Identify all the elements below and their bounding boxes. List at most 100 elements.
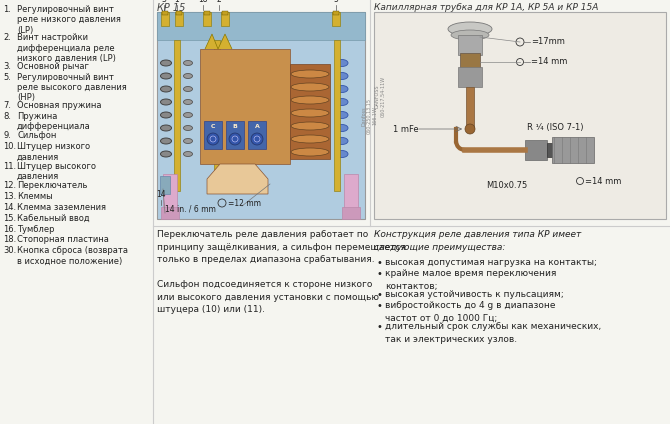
Ellipse shape	[291, 122, 329, 130]
Bar	[374, 12, 666, 219]
Polygon shape	[207, 164, 268, 194]
Text: Стопорная пластина: Стопорная пластина	[17, 235, 109, 244]
Text: вибростойкость до 4 g в диапазоне
частот от 0 до 1000 Гц;: вибростойкость до 4 g в диапазоне частот…	[385, 301, 555, 323]
Circle shape	[251, 133, 263, 145]
Bar	[157, 12, 365, 40]
Text: Пружина
дифференциала: Пружина дифференциала	[17, 112, 90, 131]
Ellipse shape	[291, 96, 329, 104]
Bar	[460, 53, 480, 69]
Ellipse shape	[184, 139, 192, 143]
Text: 2: 2	[216, 0, 221, 4]
Bar	[176, 11, 182, 15]
Text: Штуцер низкого
давления: Штуцер низкого давления	[17, 142, 90, 162]
Text: A: A	[255, 125, 259, 129]
Text: •: •	[377, 290, 383, 300]
Text: 7.: 7.	[3, 101, 11, 110]
Text: 9.: 9.	[3, 131, 11, 140]
Bar	[204, 121, 222, 149]
Text: Винт настройки
дифференциала реле
низкого давления (LP): Винт настройки дифференциала реле низког…	[17, 33, 116, 63]
Bar	[333, 11, 339, 15]
Text: длительный срок службы как механических,
так и электрических узлов.: длительный срок службы как механических,…	[385, 322, 601, 343]
Bar	[161, 12, 169, 26]
Text: 3: 3	[161, 0, 166, 4]
Text: 11.: 11.	[3, 162, 16, 171]
Text: Сильфон: Сильфон	[17, 131, 56, 140]
Text: =12 mm: =12 mm	[228, 198, 261, 207]
Ellipse shape	[336, 112, 348, 118]
Text: Тумблер: Тумблер	[17, 225, 54, 234]
Bar	[342, 207, 360, 219]
Ellipse shape	[291, 70, 329, 78]
Text: 1: 1	[175, 0, 180, 4]
Text: 13.: 13.	[3, 192, 16, 201]
Bar	[160, 176, 170, 194]
Text: 5.: 5.	[3, 73, 11, 81]
Ellipse shape	[336, 151, 348, 157]
Text: высокая допустимая нагрузка на контакты;: высокая допустимая нагрузка на контакты;	[385, 258, 597, 267]
Text: 15.: 15.	[3, 214, 16, 223]
Ellipse shape	[448, 22, 492, 36]
Bar	[466, 87, 474, 129]
Ellipse shape	[184, 73, 192, 78]
Text: КР 15: КР 15	[157, 3, 186, 13]
Text: Danfoss
060-250.13.15
166.1W: Danfoss 060-250.13.15 166.1W	[361, 98, 378, 134]
Text: 16.: 16.	[3, 225, 16, 234]
Ellipse shape	[161, 125, 172, 131]
Text: 3.: 3.	[3, 62, 11, 71]
Text: Штуцер высокого
давления: Штуцер высокого давления	[17, 162, 96, 181]
Text: Кабельный ввод: Кабельный ввод	[17, 214, 90, 223]
Bar	[290, 64, 330, 159]
Circle shape	[207, 133, 219, 145]
Bar	[221, 12, 229, 26]
Ellipse shape	[184, 61, 192, 65]
Text: Основной рычаг: Основной рычаг	[17, 62, 89, 71]
Ellipse shape	[336, 86, 348, 92]
Ellipse shape	[161, 112, 172, 118]
Text: Кнопка сброса (возврата
в исходное положение): Кнопка сброса (возврата в исходное полож…	[17, 246, 128, 265]
Bar	[161, 207, 179, 219]
Text: 1.: 1.	[3, 5, 11, 14]
Text: •: •	[377, 258, 383, 268]
Text: Переключатель реле давления работает по
принципу защёлкивания, а сильфон перемещ: Переключатель реле давления работает по …	[157, 230, 406, 314]
Text: •: •	[377, 269, 383, 279]
Bar	[163, 174, 177, 209]
Ellipse shape	[161, 60, 172, 66]
Bar	[547, 143, 552, 157]
Bar	[552, 137, 594, 163]
Text: 18.: 18.	[3, 235, 16, 244]
Text: Капиллярная трубка для КР 1А, КР 5А и КР 15А: Капиллярная трубка для КР 1А, КР 5А и КР…	[374, 3, 598, 12]
Text: =14 mm: =14 mm	[585, 176, 621, 186]
Text: •: •	[377, 301, 383, 311]
Text: DANFOSS
060-217.54-11W: DANFOSS 060-217.54-11W	[375, 75, 385, 117]
Text: Основная пружина: Основная пружина	[17, 101, 101, 110]
Text: 14: 14	[156, 190, 165, 199]
Text: Конструкция реле давления типа КР имеет
следующие преимущества:: Конструкция реле давления типа КР имеет …	[374, 230, 582, 251]
Bar	[344, 174, 358, 209]
Bar	[248, 121, 266, 149]
Text: =14 mm: =14 mm	[531, 58, 567, 67]
Ellipse shape	[291, 83, 329, 91]
Ellipse shape	[451, 30, 489, 40]
Ellipse shape	[336, 73, 348, 80]
Bar	[174, 40, 180, 191]
Text: 18: 18	[198, 0, 208, 4]
Bar	[332, 12, 340, 26]
Bar	[200, 49, 290, 164]
Text: 8.: 8.	[3, 112, 11, 121]
Ellipse shape	[161, 99, 172, 105]
Text: Клемма заземления: Клемма заземления	[17, 203, 106, 212]
Bar	[204, 11, 210, 15]
Ellipse shape	[184, 100, 192, 104]
Text: =17mm: =17mm	[531, 37, 565, 47]
Circle shape	[465, 124, 475, 134]
Text: 14.: 14.	[3, 203, 16, 212]
Text: 14 in. / 6 mm: 14 in. / 6 mm	[165, 204, 216, 213]
Text: Клеммы: Клеммы	[17, 192, 53, 201]
Text: R ¹⁄₄ (ISO 7-1): R ¹⁄₄ (ISO 7-1)	[527, 123, 584, 132]
Text: высокая устойчивость к пульсациям;: высокая устойчивость к пульсациям;	[385, 290, 563, 299]
Text: C: C	[211, 125, 215, 129]
Text: Переключатель: Переключатель	[17, 181, 87, 190]
Ellipse shape	[336, 125, 348, 131]
Polygon shape	[205, 34, 232, 49]
Bar	[175, 12, 183, 26]
